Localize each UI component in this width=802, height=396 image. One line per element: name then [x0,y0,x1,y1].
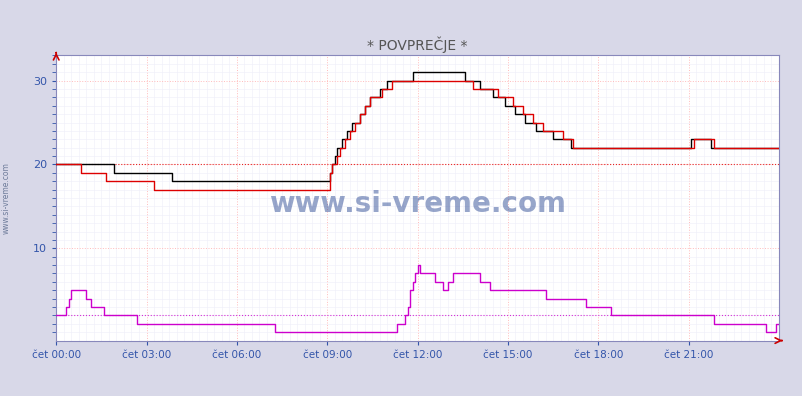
Text: www.si-vreme.com: www.si-vreme.com [2,162,11,234]
Text: www.si-vreme.com: www.si-vreme.com [269,190,565,218]
Title: * POVPREČJE *: * POVPREČJE * [367,36,468,53]
